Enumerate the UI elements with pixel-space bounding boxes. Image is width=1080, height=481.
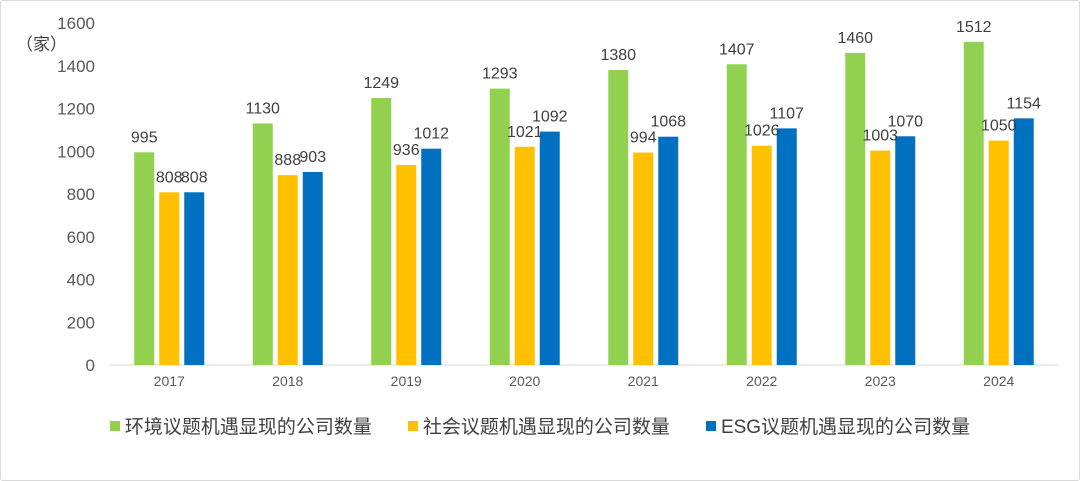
bar xyxy=(988,140,1009,365)
bar xyxy=(421,148,442,365)
bar xyxy=(302,171,323,365)
bars xyxy=(134,41,1034,366)
y-tick-label: 1600 xyxy=(57,14,95,33)
data-label: 1021 xyxy=(507,124,543,141)
legend-item-esg: ESG议题机遇显现的公司数量 xyxy=(705,412,971,439)
legend-item-environment: 环境议题机遇显现的公司数量 xyxy=(109,412,372,439)
data-label: 1050 xyxy=(981,118,1017,135)
y-axis: 0 200 400 600 800 1000 1200 1400 1600 xyxy=(57,14,95,375)
data-label: 1070 xyxy=(887,113,923,130)
data-label: 1026 xyxy=(744,123,780,140)
bar xyxy=(658,136,679,365)
legend-label-esg: ESG议题机遇显现的公司数量 xyxy=(720,417,971,438)
bar xyxy=(845,52,866,366)
data-label: 1003 xyxy=(862,128,898,145)
y-tick-label: 800 xyxy=(67,185,95,204)
data-label: 903 xyxy=(299,149,326,166)
y-tick-label: 400 xyxy=(67,271,95,290)
x-tick-label: 2019 xyxy=(391,373,422,389)
data-label: 1460 xyxy=(837,30,873,47)
x-tick-label: 2021 xyxy=(628,373,659,389)
data-label: 1130 xyxy=(246,100,281,117)
data-label: 1107 xyxy=(770,105,805,122)
legend: 环境议题机遇显现的公司数量 社会议题机遇显现的公司数量 ESG议题机遇显现的公司… xyxy=(0,412,1080,439)
bar xyxy=(514,146,535,365)
legend-label-social: 社会议题机遇显现的公司数量 xyxy=(422,417,670,438)
bar xyxy=(633,152,654,365)
data-label: 1068 xyxy=(650,114,686,131)
y-tick-label: 1200 xyxy=(57,100,95,119)
x-tick-label: 2022 xyxy=(746,373,777,389)
data-label: 1249 xyxy=(363,75,399,92)
bar xyxy=(895,136,916,365)
bar xyxy=(396,164,417,365)
x-tick-label: 2024 xyxy=(983,373,1014,389)
x-axis: 2017 2018 2019 2020 2021 2022 2023 2024 xyxy=(110,364,1058,389)
data-label: 1407 xyxy=(719,41,755,58)
data-labels: 995 1130 1249 1293 1380 1407 1460 1512 808 888 936… xyxy=(131,19,1041,186)
bar xyxy=(870,150,891,365)
data-label: 936 xyxy=(393,142,420,159)
legend-swatch-environment xyxy=(109,420,120,431)
data-label: 888 xyxy=(274,152,301,169)
bar xyxy=(751,145,772,365)
x-tick-label: 2023 xyxy=(865,373,896,389)
data-label: 808 xyxy=(156,169,183,186)
data-label: 1293 xyxy=(482,66,518,83)
x-tick-label: 2020 xyxy=(509,373,540,389)
data-label: 1092 xyxy=(532,109,568,126)
y-tick-label: 1000 xyxy=(57,142,95,161)
bar xyxy=(371,98,392,366)
bar xyxy=(277,175,298,365)
y-tick-label: 600 xyxy=(67,228,95,247)
bar xyxy=(134,152,155,365)
data-label: 994 xyxy=(630,130,657,147)
y-axis-unit-label: （家） xyxy=(16,35,67,54)
data-label: 1512 xyxy=(956,19,992,36)
data-label: 1012 xyxy=(413,126,449,143)
y-tick-label: 200 xyxy=(67,313,95,332)
legend-label-environment: 环境议题机遇显现的公司数量 xyxy=(124,417,372,438)
x-tick-label: 2018 xyxy=(272,373,303,389)
data-label: 1154 xyxy=(1007,95,1042,112)
legend-swatch-esg xyxy=(705,420,716,431)
legend-swatch-social xyxy=(407,420,418,431)
bar xyxy=(963,41,984,366)
bar xyxy=(726,64,747,365)
y-tick-label: 0 xyxy=(86,356,95,375)
legend-item-social: 社会议题机遇显现的公司数量 xyxy=(407,412,670,439)
bar xyxy=(489,88,510,365)
bar xyxy=(539,131,560,365)
y-tick-label: 1400 xyxy=(57,57,95,76)
bar xyxy=(776,128,797,365)
bar xyxy=(1013,118,1034,366)
data-label: 808 xyxy=(181,169,208,186)
bar xyxy=(159,192,180,365)
data-label: 995 xyxy=(131,129,158,146)
bar xyxy=(184,192,205,365)
bar xyxy=(252,123,273,366)
bar xyxy=(608,70,629,366)
data-label: 1380 xyxy=(600,47,636,64)
x-tick-label: 2017 xyxy=(154,373,185,389)
